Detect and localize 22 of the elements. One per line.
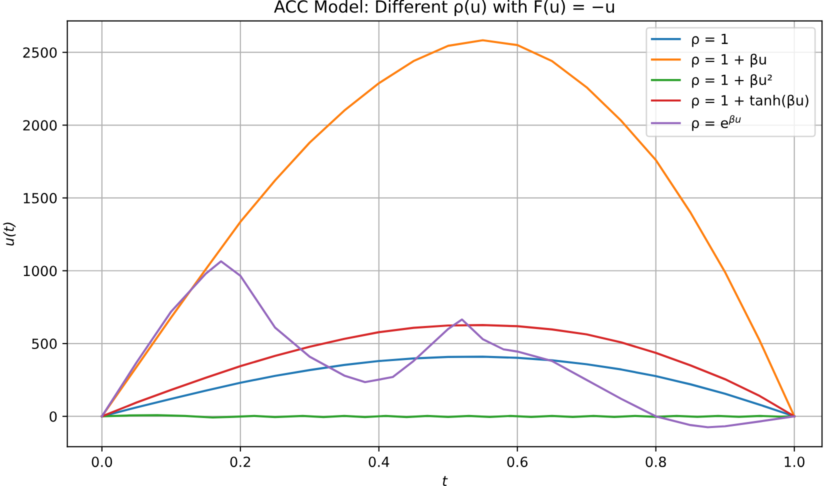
- y-tick-label: 2000: [23, 120, 57, 131]
- x-tick-label: 0.0: [92, 456, 112, 468]
- x-tick-label: 0.8: [646, 456, 666, 468]
- x-tick-label: 0.2: [230, 456, 250, 468]
- line-series: [100, 260, 796, 428]
- legend-label: ρ = 1 + βu: [692, 54, 766, 68]
- x-tick-label: 1.0: [784, 456, 804, 468]
- y-tick-label: 1000: [24, 266, 57, 276]
- line-series: [100, 324, 796, 418]
- y-tick-label: 0: [50, 411, 57, 422]
- legend-label: ρ = e$^{βu}$: [692, 115, 741, 131]
- y-tick-label: 2500: [23, 47, 57, 58]
- y-axis-title: u(t): [3, 222, 16, 246]
- legend-label: ρ = 1 + tanh(βu): [692, 94, 808, 108]
- legend-label: ρ = 1 + βu²: [692, 74, 772, 88]
- x-tick-label: 0.4: [368, 456, 390, 468]
- y-tick-label: 1500: [24, 192, 57, 204]
- x-axis-title: t: [442, 476, 448, 486]
- legend-label: ρ = 1: [692, 34, 728, 47]
- chart-title: ACC Model: Different ρ(u) with F(u) = −u: [274, 0, 614, 16]
- y-tick-label: 500: [32, 338, 57, 350]
- x-tick-label: 0.6: [507, 456, 528, 468]
